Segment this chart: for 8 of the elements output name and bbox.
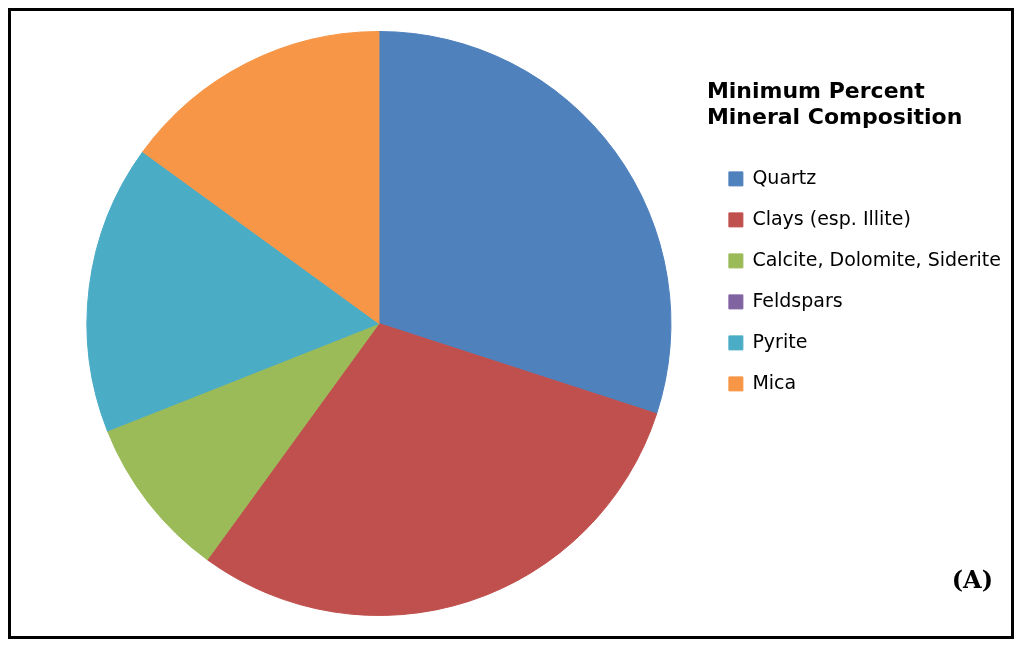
legend-label: Quartz bbox=[752, 165, 817, 188]
legend-title: Minimum Percent Mineral Composition bbox=[706, 77, 963, 130]
legend-label: Clays (esp. Illite) bbox=[752, 206, 911, 229]
legend-label: Pyrite bbox=[752, 329, 808, 352]
legend-label: Mica bbox=[752, 370, 797, 393]
legend-label: Feldspars bbox=[752, 288, 843, 311]
text: (A) bbox=[951, 565, 993, 594]
legend-label: Calcite, Dolomite, Siderite bbox=[752, 247, 1002, 270]
